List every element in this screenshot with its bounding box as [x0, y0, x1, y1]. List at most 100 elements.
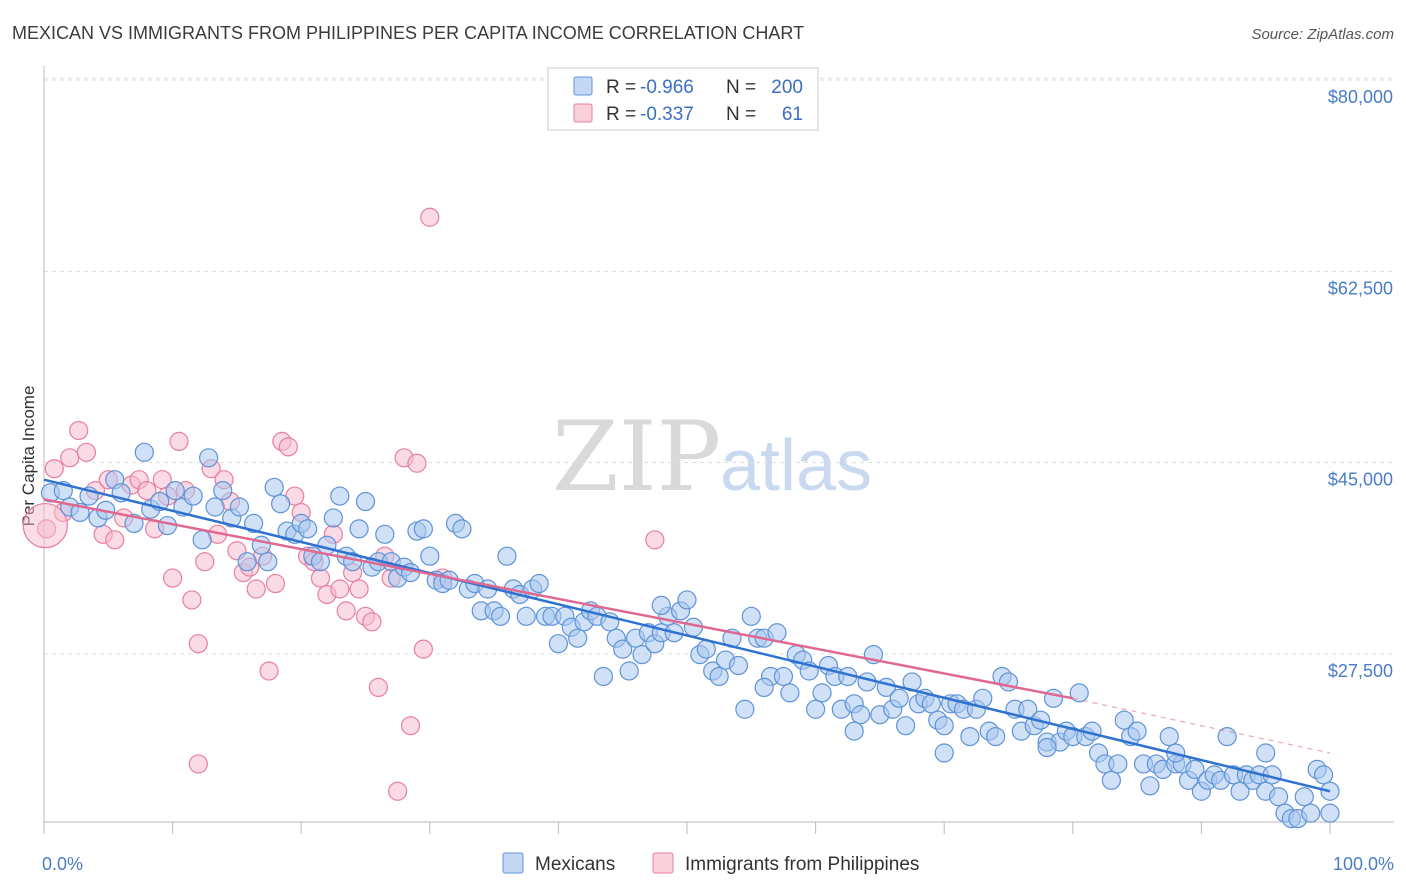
- mexicans-point-78: [593, 666, 614, 687]
- philippines-point-56: [413, 639, 433, 659]
- mexicans-point-56: [452, 519, 472, 539]
- mexicans-point-152: [1069, 683, 1089, 703]
- bottom-legend-swatch-mexicans: [502, 852, 524, 874]
- mexicans-point-35: [317, 535, 337, 555]
- mexicans-point-157: [1101, 770, 1121, 790]
- legend-swatch-philippines: [573, 103, 593, 123]
- mexicans-point-125: [896, 716, 916, 736]
- mexicans-point-139: [986, 726, 1006, 747]
- mexicans-point-28: [271, 494, 291, 514]
- y-tick-label-3: $80,000: [1328, 87, 1393, 107]
- mexicans-point-124: [889, 688, 909, 708]
- mexicans-point-68: [529, 573, 549, 594]
- mexicans-point-66: [516, 606, 536, 626]
- mexicans-point-63: [497, 546, 517, 566]
- trendline-philippines: [43, 498, 1074, 700]
- philippines-point-32: [259, 661, 279, 681]
- philippines-point-35: [278, 437, 298, 457]
- mexicans-point-198: [754, 677, 774, 698]
- philippines-point-54: [400, 716, 421, 736]
- bottom-legend-mexicans: Mexicans: [535, 854, 615, 875]
- philippines-point-43: [330, 579, 350, 599]
- mexicans-point-24: [244, 513, 264, 534]
- legend-swatch-mexicans: [573, 76, 593, 96]
- mexicans-point-119: [857, 672, 877, 692]
- mexicans-point-111: [805, 699, 826, 719]
- philippines-point-9: [105, 530, 125, 550]
- mexicans-point-195: [1037, 737, 1057, 758]
- philippines-point-1: [44, 459, 64, 479]
- mexicans-point-26: [258, 552, 278, 572]
- mexicans-point-191: [1320, 803, 1340, 823]
- mexicans-point-161: [1127, 721, 1147, 741]
- philippines-point-21: [188, 634, 208, 654]
- mexicans-point-62: [490, 606, 511, 626]
- philippines-point-18: [169, 431, 189, 451]
- watermark: ZIP atlas: [552, 401, 872, 513]
- mexicans-point-159: [1114, 710, 1134, 730]
- mexicans-point-187: [1294, 787, 1314, 807]
- philippines-point-13: [137, 481, 157, 501]
- x-tick-label-min: 0.0%: [42, 854, 83, 874]
- mexicans-point-19: [205, 497, 225, 517]
- mexicans-point-71: [548, 634, 569, 654]
- legend-r-label-mexicans: R =: [606, 77, 636, 98]
- mexicans-point-50: [413, 519, 433, 539]
- mexicans-point-107: [780, 683, 800, 703]
- y-tick-label-2: $62,500: [1328, 278, 1393, 298]
- mexicans-point-199: [651, 595, 671, 616]
- philippines-point-4: [69, 420, 89, 441]
- legend-n-value-philippines: 61: [782, 104, 803, 125]
- mexicans-point-183: [1268, 787, 1289, 807]
- philippines-point-46: [349, 579, 369, 599]
- philippines-point-20: [182, 590, 202, 610]
- mexicans-point-44: [375, 524, 395, 544]
- mexicans-point-74: [568, 628, 588, 648]
- mexicans-point-170: [1185, 759, 1205, 780]
- y-tick-label-0: $27,500: [1328, 661, 1393, 681]
- legend-n-value-mexicans: 200: [771, 77, 803, 98]
- mexicans-point-188: [1301, 803, 1321, 823]
- trendline-mexicans: [43, 478, 1331, 793]
- mexicans-point-135: [960, 726, 980, 747]
- philippines-point-40: [310, 568, 331, 588]
- mexicans-point-32: [298, 519, 318, 539]
- mexicans-point-131: [934, 716, 954, 736]
- mexicans-point-166: [1159, 726, 1179, 747]
- mexicans-point-158: [1108, 754, 1128, 774]
- philippines-point-30: [246, 579, 266, 599]
- watermark-zip: ZIP: [552, 401, 721, 513]
- mexicans-point-22: [229, 497, 250, 517]
- philippines-point-3: [60, 448, 80, 468]
- chart-title: MEXICAN VS IMMIGRANTS FROM PHILIPPINES P…: [12, 23, 804, 43]
- mexicans-point-17: [192, 530, 212, 550]
- bottom-legend: Mexicans Immigrants from Philippines: [502, 852, 919, 875]
- mexicans-point-16: [183, 486, 203, 506]
- mexicans-point-96: [709, 666, 729, 687]
- philippines-point-22: [195, 552, 215, 572]
- mexicans-point-118: [851, 705, 871, 725]
- philippines-point-5: [76, 442, 97, 462]
- philippines-point-48: [362, 612, 382, 632]
- mexicans-point-112: [812, 683, 832, 703]
- legend-r-value-philippines: -0.337: [640, 104, 694, 125]
- mexicans-point-36: [323, 508, 343, 528]
- trendlines: [43, 478, 1331, 793]
- mexicans-point-163: [1140, 776, 1160, 796]
- legend-r-label-philippines: R =: [606, 104, 636, 125]
- mexicans-point-20: [213, 481, 233, 501]
- mexicans-point-37: [330, 486, 350, 506]
- y-tick-labels: $27,500 $45,000 $62,500 $80,000: [1328, 87, 1393, 681]
- mexicans-point-84: [632, 644, 652, 665]
- mexicans-point-91: [677, 590, 697, 610]
- philippines-point-52: [388, 781, 408, 801]
- mexicans-point-34: [310, 552, 331, 572]
- philippines-point-59: [645, 530, 665, 550]
- bottom-legend-philippines: Immigrants from Philippines: [685, 854, 919, 875]
- mexicans-point-100: [735, 699, 755, 719]
- philippines-point-49: [368, 677, 388, 698]
- mexicans-point-190: [1313, 765, 1334, 785]
- mexicans-point-10: [134, 442, 154, 462]
- mexicans-point-27: [264, 477, 284, 497]
